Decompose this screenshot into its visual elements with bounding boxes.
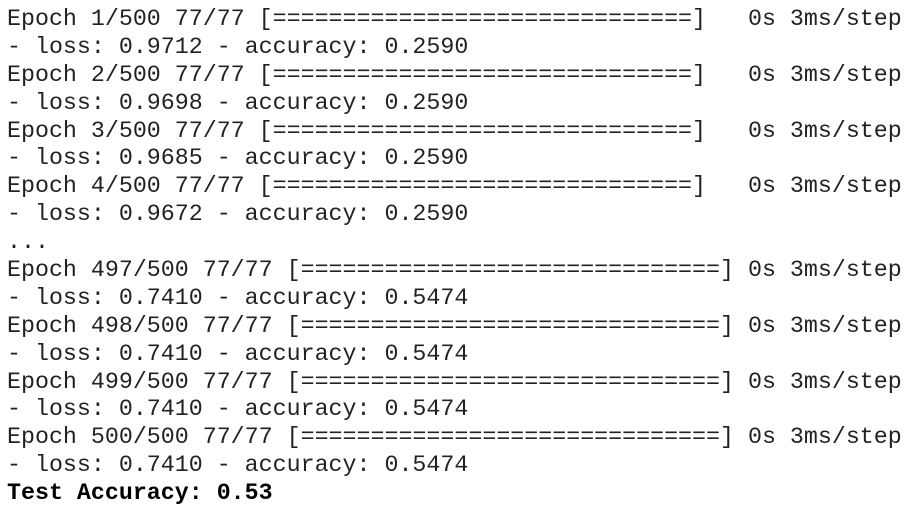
log-line: - loss: 0.7410 - accuracy: 0.5474 xyxy=(7,396,469,423)
training-log: Epoch 1/500 77/77 [=====================… xyxy=(7,6,911,480)
log-line: - loss: 0.7410 - accuracy: 0.5474 xyxy=(7,452,469,479)
log-line: Epoch 3/500 77/77 [=====================… xyxy=(7,117,902,144)
log-line: Epoch 500/500 77/77 [===================… xyxy=(7,424,902,451)
log-line: Epoch 499/500 77/77 [===================… xyxy=(7,368,902,395)
log-line: - loss: 0.9672 - accuracy: 0.2590 xyxy=(7,201,469,228)
log-line: - loss: 0.9698 - accuracy: 0.2590 xyxy=(7,89,469,116)
log-line: - loss: 0.7410 - accuracy: 0.5474 xyxy=(7,340,469,367)
log-line: Epoch 2/500 77/77 [=====================… xyxy=(7,61,902,88)
log-line: ... xyxy=(7,229,49,256)
log-line: Epoch 497/500 77/77 [===================… xyxy=(7,257,902,284)
log-line: - loss: 0.9712 - accuracy: 0.2590 xyxy=(7,33,469,60)
log-line: Epoch 1/500 77/77 [=====================… xyxy=(7,6,902,32)
log-line: Epoch 4/500 77/77 [=====================… xyxy=(7,173,902,200)
test-accuracy: Test Accuracy: 0.53 xyxy=(7,480,273,507)
log-line: - loss: 0.7410 - accuracy: 0.5474 xyxy=(7,284,469,311)
log-line: Epoch 498/500 77/77 [===================… xyxy=(7,312,902,339)
log-line: - loss: 0.9685 - accuracy: 0.2590 xyxy=(7,145,469,172)
